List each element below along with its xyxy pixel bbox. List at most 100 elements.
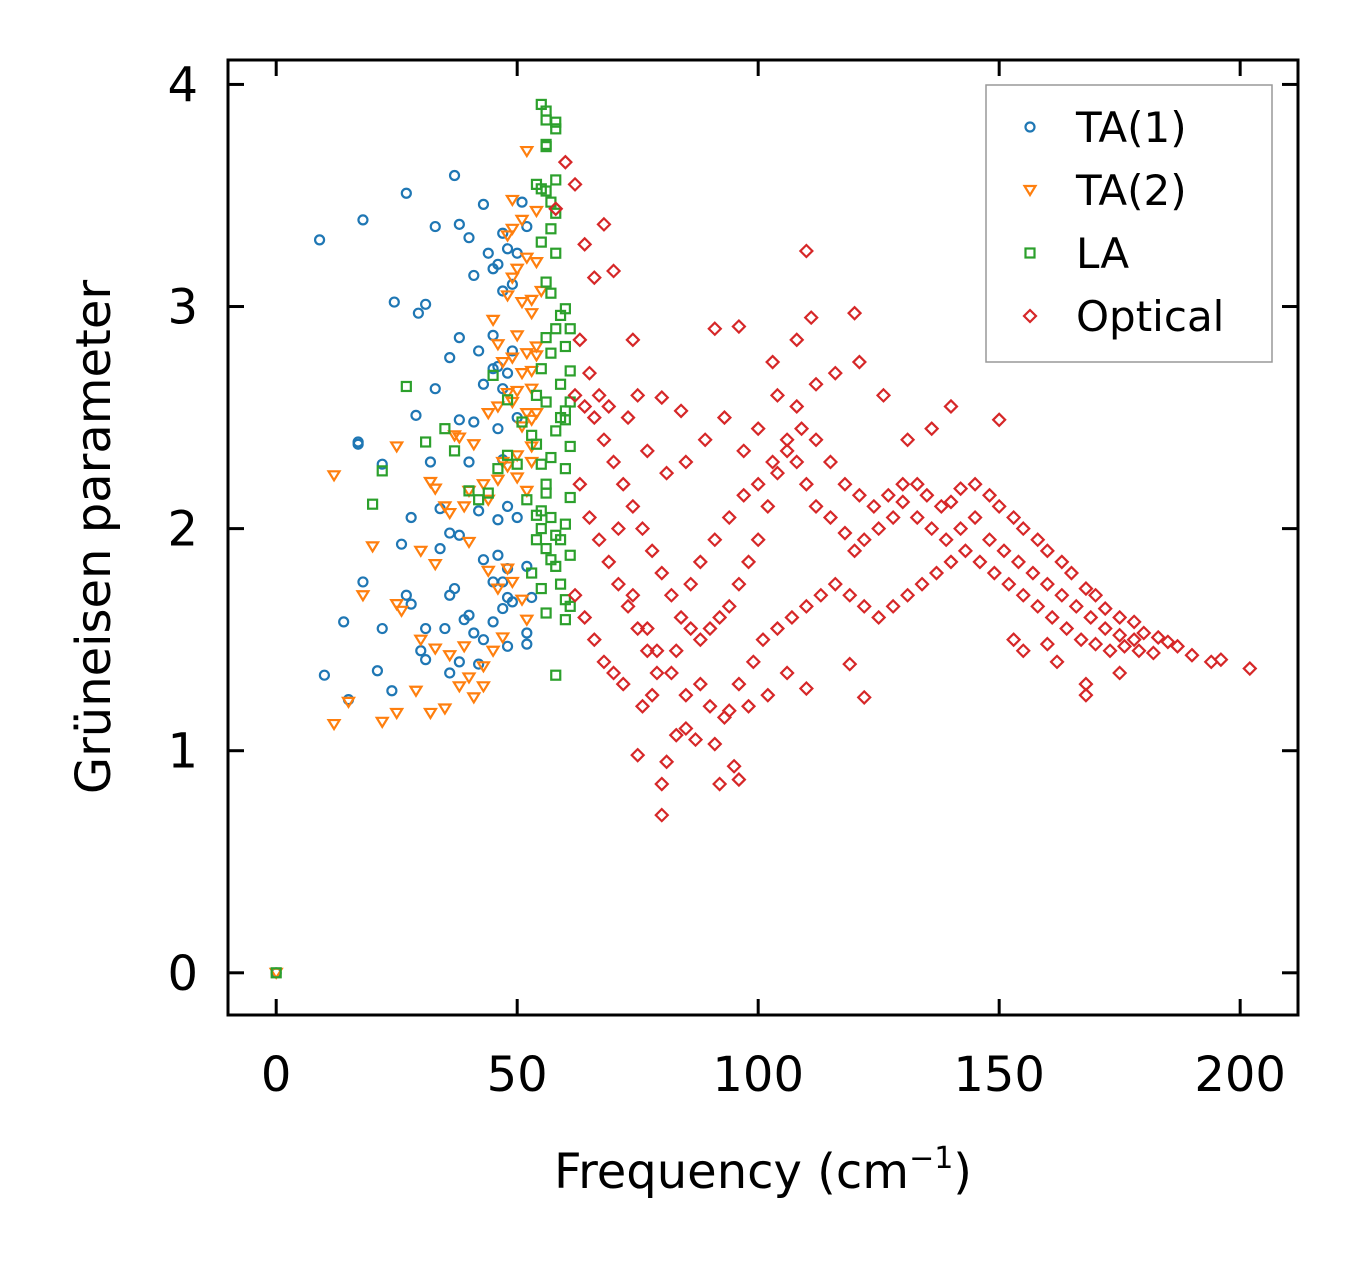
data-point [726, 758, 742, 774]
data-point [750, 421, 766, 437]
data-point [412, 307, 424, 319]
data-point [400, 589, 412, 601]
data-point [1088, 636, 1104, 652]
data-point [933, 498, 949, 514]
data-point [477, 198, 490, 210]
data-point [374, 716, 390, 729]
legend: TA(1) TA(2) LA Optical [985, 84, 1273, 363]
legend-marker [1024, 247, 1036, 259]
data-point [413, 545, 429, 558]
data-point [798, 598, 814, 614]
data-point [564, 365, 576, 377]
data-point [659, 465, 675, 481]
data-point [760, 498, 776, 514]
data-point [521, 220, 533, 233]
data-point [504, 352, 520, 365]
data-point [492, 423, 504, 435]
data-point [996, 543, 1012, 559]
data-point [731, 576, 747, 592]
data-point [463, 232, 475, 244]
data-point [475, 681, 491, 694]
data-point [514, 594, 530, 607]
data-point [477, 634, 490, 646]
data-point [837, 476, 853, 492]
data-point [687, 732, 704, 748]
data-point [420, 622, 432, 635]
data-point [1030, 598, 1046, 614]
data-point [957, 543, 973, 559]
data-point [924, 421, 940, 437]
data-point [731, 318, 747, 335]
data-point [477, 378, 490, 390]
data-point [673, 403, 689, 419]
y-tick-label: 1 [167, 724, 198, 780]
data-point [529, 408, 544, 421]
data-point [554, 378, 567, 390]
data-point [540, 276, 552, 288]
data-point [798, 243, 814, 259]
data-point [586, 632, 602, 648]
data-point [357, 214, 369, 226]
data-point [769, 387, 786, 403]
data-point [591, 532, 607, 548]
data-point [967, 509, 983, 526]
data-point [480, 565, 496, 578]
data-point [451, 432, 467, 445]
data-point [461, 536, 477, 550]
data-point [1015, 587, 1031, 603]
data-point [615, 476, 631, 492]
data-point [389, 599, 405, 612]
data-point [500, 461, 516, 474]
data-point [545, 511, 557, 524]
data-point [487, 263, 499, 275]
data-point [514, 214, 530, 228]
data-point [1088, 587, 1104, 603]
data-point [707, 321, 723, 337]
data-point [500, 388, 516, 401]
data-point [692, 676, 708, 692]
data-point [540, 332, 552, 344]
data-point [630, 747, 646, 763]
data-point [509, 385, 525, 399]
data-point [900, 432, 916, 448]
data-point [550, 123, 562, 135]
data-point [506, 278, 518, 290]
legend-entry: LA [1024, 229, 1129, 278]
data-point [827, 576, 843, 592]
data-point [270, 967, 282, 979]
y-axis-label: Grüneisen parameter [66, 280, 122, 795]
data-point [559, 340, 571, 353]
data-point [420, 654, 432, 666]
data-point [473, 345, 485, 357]
data-point [509, 263, 525, 276]
data-point [1006, 509, 1022, 526]
data-point [492, 514, 504, 526]
data-point [1112, 609, 1128, 626]
data-point [519, 145, 535, 159]
legend-marker [1022, 308, 1038, 324]
data-point [338, 616, 350, 628]
data-point [678, 720, 694, 737]
data-point [487, 369, 499, 381]
data-point [540, 607, 552, 619]
data-point [981, 532, 998, 548]
data-point [630, 621, 646, 637]
data-point [437, 703, 453, 716]
data-point [981, 487, 998, 503]
data-point [610, 521, 626, 537]
data-point [444, 589, 456, 601]
data-point [871, 521, 887, 537]
legend-label: TA(2) [1075, 166, 1187, 215]
data-point [535, 582, 547, 595]
data-point [524, 456, 540, 470]
data-point [357, 576, 369, 588]
data-point [986, 565, 1002, 581]
data-point [468, 269, 480, 282]
data-point [480, 408, 496, 421]
data-point [822, 509, 839, 526]
data-point [1131, 643, 1147, 659]
data-point [765, 354, 781, 370]
data-point [352, 436, 364, 448]
data-point [895, 494, 911, 510]
data-point [683, 576, 699, 592]
